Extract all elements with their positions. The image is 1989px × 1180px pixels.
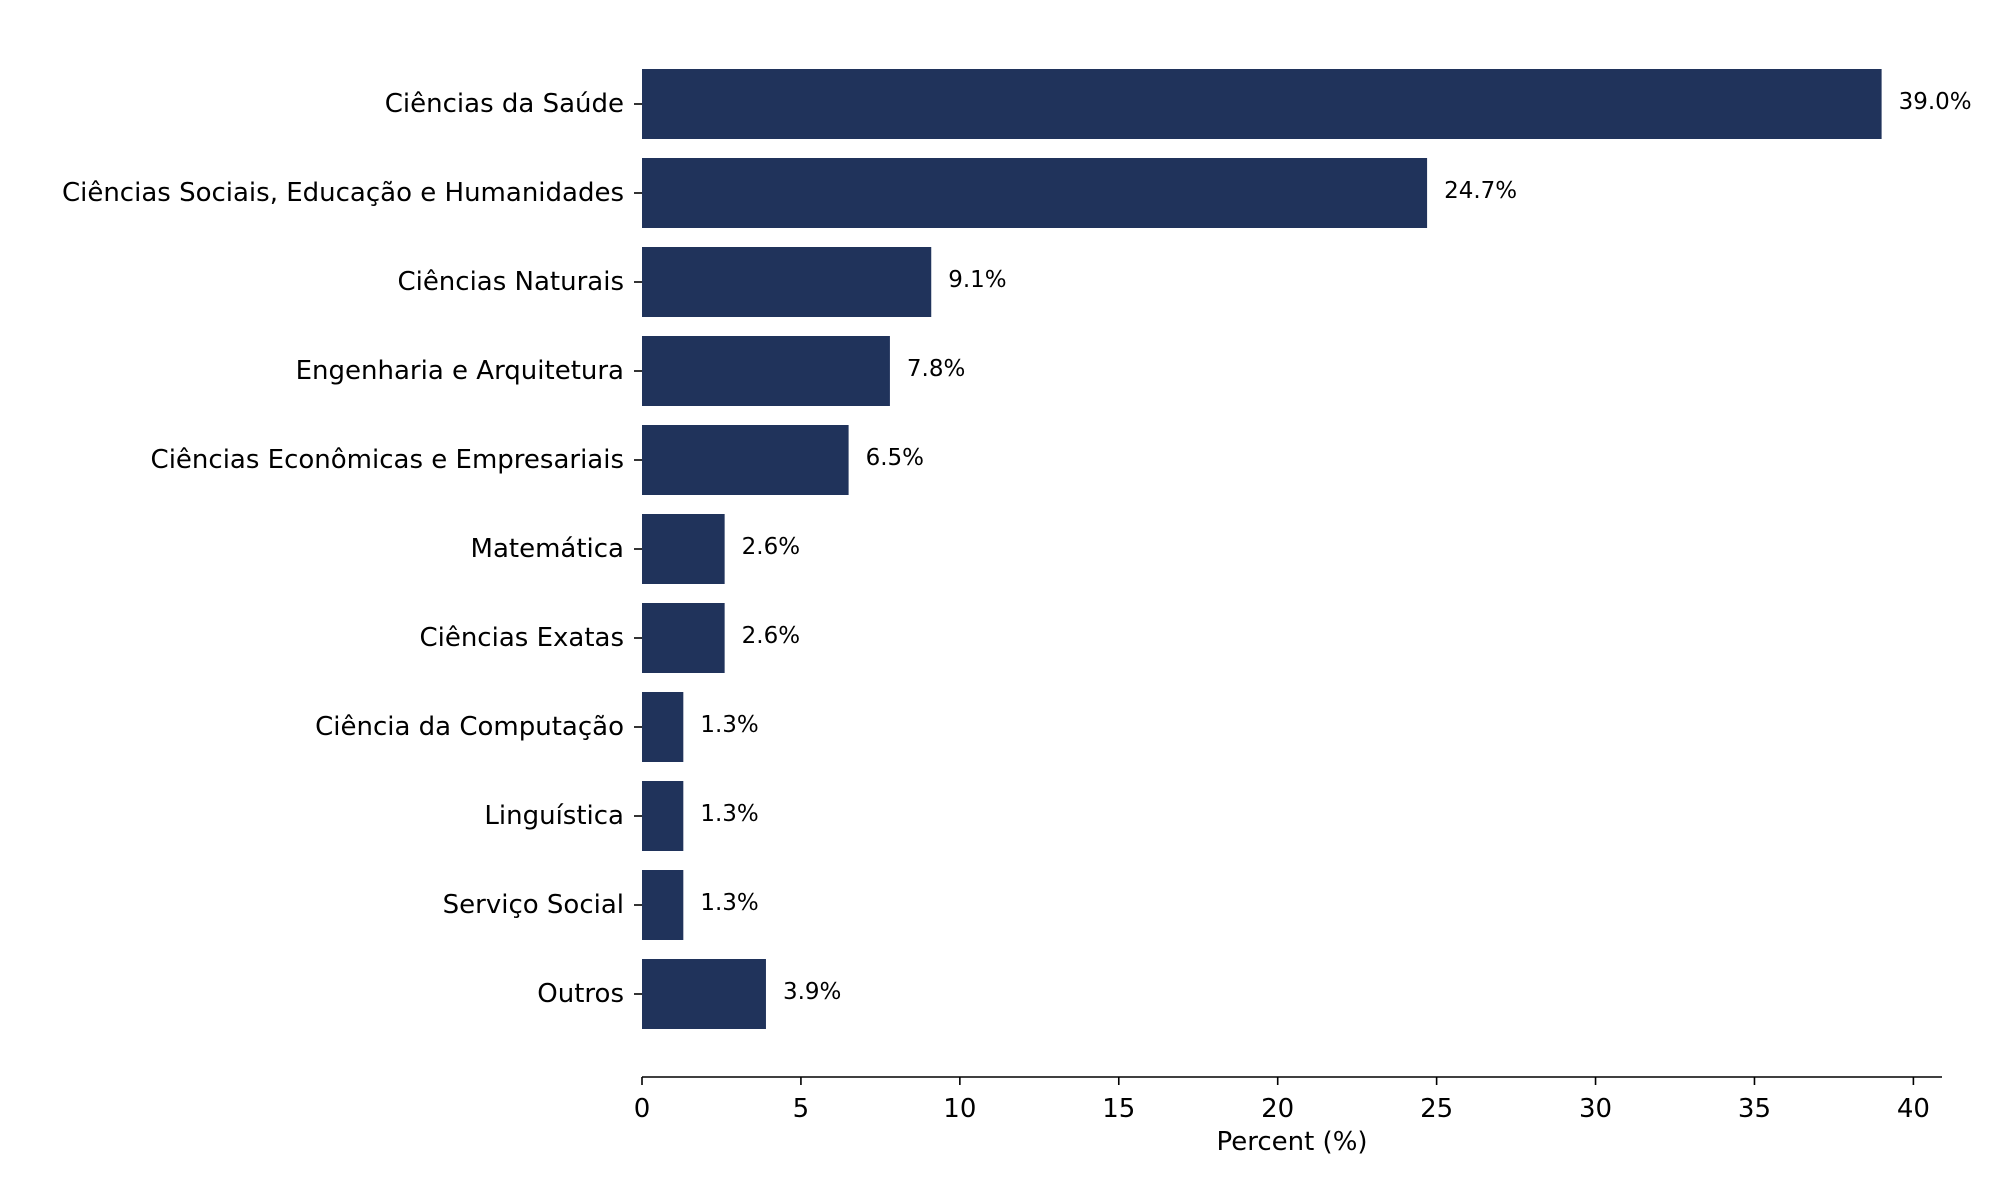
- x-tick-label: 40: [1897, 1094, 1930, 1124]
- bar: [642, 425, 849, 495]
- bar: [642, 870, 684, 940]
- x-axis: 0 5 10 15 20 25 30 35 40: [634, 1076, 1942, 1124]
- value-label: 24.7%: [1444, 178, 1517, 204]
- category-label: Ciências da Saúde: [385, 89, 624, 119]
- value-label: 6.5%: [866, 445, 924, 471]
- x-tick-label: 10: [943, 1094, 976, 1124]
- bar: [642, 69, 1882, 139]
- value-label: 1.3%: [700, 801, 758, 827]
- value-label: 1.3%: [700, 712, 758, 738]
- value-label: 39.0%: [1899, 89, 1972, 115]
- bar: [642, 692, 684, 762]
- x-tick-label: 15: [1102, 1094, 1135, 1124]
- bar: [642, 158, 1428, 228]
- category-label: Linguística: [484, 801, 624, 831]
- x-axis-title: Percent (%): [1216, 1127, 1367, 1157]
- category-label: Ciências Sociais, Educação e Humanidades: [62, 178, 624, 208]
- category-label: Outros: [537, 979, 624, 1009]
- category-label: Serviço Social: [443, 890, 624, 920]
- category-label: Ciências Exatas: [419, 623, 624, 653]
- category-label: Ciência da Computação: [315, 712, 624, 742]
- category-label: Engenharia e Arquitetura: [296, 356, 624, 386]
- value-label: 2.6%: [742, 623, 800, 649]
- value-label: 3.9%: [783, 979, 841, 1005]
- x-tick-label: 5: [793, 1094, 810, 1124]
- category-label: Matemática: [471, 534, 624, 564]
- bar: [642, 247, 932, 317]
- x-tick-label: 0: [634, 1094, 651, 1124]
- x-tick-label: 20: [1261, 1094, 1294, 1124]
- bar: [642, 603, 725, 673]
- category-labels: Ciências da Saúde Ciências Sociais, Educa…: [62, 89, 642, 1009]
- value-label: 2.6%: [742, 534, 800, 560]
- value-label: 1.3%: [700, 890, 758, 916]
- bar: [642, 781, 684, 851]
- x-tick-label: 30: [1579, 1094, 1612, 1124]
- category-label: Ciências Econômicas e Empresariais: [151, 445, 624, 475]
- bar: [642, 959, 766, 1029]
- bar: [642, 336, 890, 406]
- value-label: 9.1%: [948, 267, 1006, 293]
- x-tick-label: 25: [1420, 1094, 1453, 1124]
- bar: [642, 514, 725, 584]
- value-label: 7.8%: [907, 356, 965, 382]
- bars: [642, 69, 1882, 1029]
- x-tick-label: 35: [1738, 1094, 1771, 1124]
- category-label: Ciências Naturais: [397, 267, 624, 297]
- value-labels: 39.0% 24.7% 9.1% 7.8% 6.5% 2.6% 2.6% 1.3% 1.3% 1.…: [700, 89, 1971, 1005]
